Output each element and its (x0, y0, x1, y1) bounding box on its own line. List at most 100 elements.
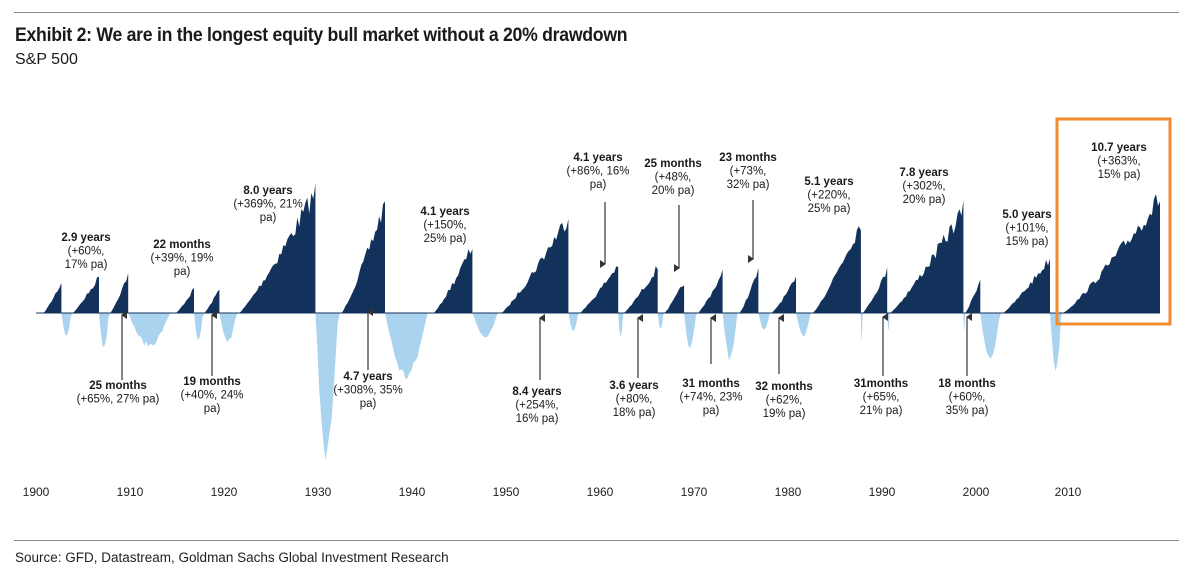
annotation-19-line-2: (+60%, (949, 392, 986, 404)
bear-market-area-1 (99, 313, 111, 347)
x-tick-label-1970: 1970 (681, 485, 708, 499)
x-tick-label-1910: 1910 (117, 485, 144, 499)
annotation-10-line-1: 10.7 years (1091, 142, 1147, 154)
annotation-7-line-3: 25% pa) (808, 203, 851, 215)
bear-market-area-17 (963, 313, 966, 331)
bull-market-area-14 (771, 276, 796, 313)
bull-market-area-11 (664, 285, 685, 313)
bear-market-area-2 (128, 313, 177, 347)
annotation-14-line-1: 8.4 years (512, 386, 561, 398)
annotation-19-line-1: 18 months (938, 378, 996, 390)
top-rule (14, 12, 1179, 13)
bull-market-area-12 (698, 269, 723, 313)
x-tick-label-1960: 1960 (587, 485, 614, 499)
annotation-8-line-1: 7.8 years (899, 167, 948, 179)
annotation-15-line-1: 3.6 years (609, 380, 658, 392)
bear-market-area-12 (722, 313, 740, 361)
x-tick-label-1940: 1940 (399, 485, 426, 499)
bull-market-area-8 (501, 218, 569, 313)
bull-market-area-18 (965, 279, 981, 313)
annotation-6-line-2: (+73%, (730, 166, 767, 178)
annotation-0-line-1: 2.9 years (61, 232, 110, 244)
annotation-16-line-3: pa) (703, 405, 720, 417)
annotation-15-line-3: 18% pa) (613, 407, 656, 419)
bull-market-area-13 (739, 267, 759, 313)
annotation-17-line-2: (+62%, (766, 395, 803, 407)
bull-market-area-19 (1002, 258, 1050, 313)
bear-market-area-18 (980, 313, 1003, 359)
annotation-15-line-2: (+80%, (616, 394, 653, 406)
annotation-5-line-1: 25 months (644, 158, 702, 170)
annotation-1-line-3: pa) (174, 266, 191, 278)
annotation-16-line-1: 31 months (682, 378, 740, 390)
bear-market-area-16 (887, 313, 891, 330)
chart-subtitle: S&P 500 (15, 51, 78, 68)
x-tick-label-1930: 1930 (305, 485, 332, 499)
annotation-layer: 2.9 years(+60%,17% pa)22 months(+39%, 19… (61, 142, 1146, 425)
annotation-8-line-2: (+302%, (902, 181, 945, 193)
bear-market-area-15 (860, 313, 863, 342)
bear-market-area-19 (1050, 313, 1064, 372)
x-tick-label-2000: 2000 (963, 485, 990, 499)
annotation-9-line-3: 15% pa) (1006, 236, 1049, 248)
bull-market-area-16 (862, 267, 888, 313)
annotation-1-line-1: 22 months (153, 239, 211, 251)
bear-market-area-3 (194, 313, 205, 340)
annotation-9-line-2: (+101%, (1005, 223, 1048, 235)
bear-market-area-14 (796, 313, 813, 337)
annotation-4-line-3: pa) (590, 179, 607, 191)
annotation-10-line-2: (+363%, (1097, 156, 1140, 168)
annotation-1-line-2: (+39%, 19% (151, 253, 214, 265)
bear-market-area-4 (219, 313, 240, 343)
annotation-17-line-3: 19% pa) (763, 408, 806, 420)
bear-market-area-8 (568, 313, 580, 331)
x-tick-label-1950: 1950 (493, 485, 520, 499)
annotation-5-line-3: 20% pa) (652, 185, 695, 197)
bear-market-area-9 (618, 313, 624, 337)
bull-market-area-0 (43, 283, 62, 313)
annotation-18-line-1: 31months (854, 378, 908, 390)
bear-market-area-10 (657, 313, 665, 329)
annotation-6-line-1: 23 months (719, 152, 777, 164)
x-axis-ticks: 1900 1910 1920 1930 1940 1950 1960 1970 1980 1990… (23, 485, 1082, 499)
annotation-3-line-1: 4.1 years (420, 206, 469, 218)
bear-market-area-5 (315, 313, 342, 461)
annotation-4-line-2: (+86%, 16% (567, 166, 630, 178)
x-tick-label-1980: 1980 (775, 485, 802, 499)
bear-market-area-6 (385, 313, 434, 379)
annotation-14-line-3: 16% pa) (516, 413, 559, 425)
bull-market-area-15 (812, 226, 861, 313)
bull-market-area-17 (890, 200, 964, 313)
annotation-12-line-1: 19 months (183, 376, 241, 388)
annotation-3-line-2: (+150%, (423, 220, 466, 232)
annotation-3-line-3: 25% pa) (424, 233, 467, 245)
annotation-18-line-3: 21% pa) (860, 405, 903, 417)
annotation-13-line-2: (+308%, 35% (333, 385, 402, 397)
source-note: Source: GFD, Datastream, Goldman Sachs G… (15, 550, 449, 565)
annotation-2-line-1: 8.0 years (243, 185, 292, 197)
bear-market-area-0 (61, 313, 73, 336)
area-layer (43, 183, 1160, 461)
bear-market-area-7 (472, 313, 502, 338)
annotation-4-line-1: 4.1 years (573, 152, 622, 164)
bull-market-area-2 (110, 273, 129, 313)
bull-market-area-6 (341, 201, 385, 313)
bull-market-area-7 (433, 249, 473, 313)
annotation-2-line-2: (+369%, 21% (233, 199, 302, 211)
bull-market-area-4 (204, 289, 220, 313)
annotation-12-line-3: pa) (204, 403, 221, 415)
bear-market-area-13 (758, 313, 772, 330)
annotation-13-line-1: 4.7 years (343, 371, 392, 383)
bottom-rule (14, 540, 1179, 541)
annotation-2-line-3: pa) (260, 212, 277, 224)
annotation-12-line-2: (+40%, 24% (181, 390, 244, 402)
highlight-box (1055, 117, 1172, 326)
annotation-11-line-1: 25 months (89, 380, 147, 392)
annotation-19-line-3: 35% pa) (946, 405, 989, 417)
x-tick-label-2010: 2010 (1055, 485, 1082, 499)
bull-market-area-20 (1063, 194, 1160, 313)
annotation-7-line-2: (+220%, (807, 190, 850, 202)
bull-market-area-9 (579, 266, 619, 313)
annotation-13-line-3: pa) (360, 398, 377, 410)
